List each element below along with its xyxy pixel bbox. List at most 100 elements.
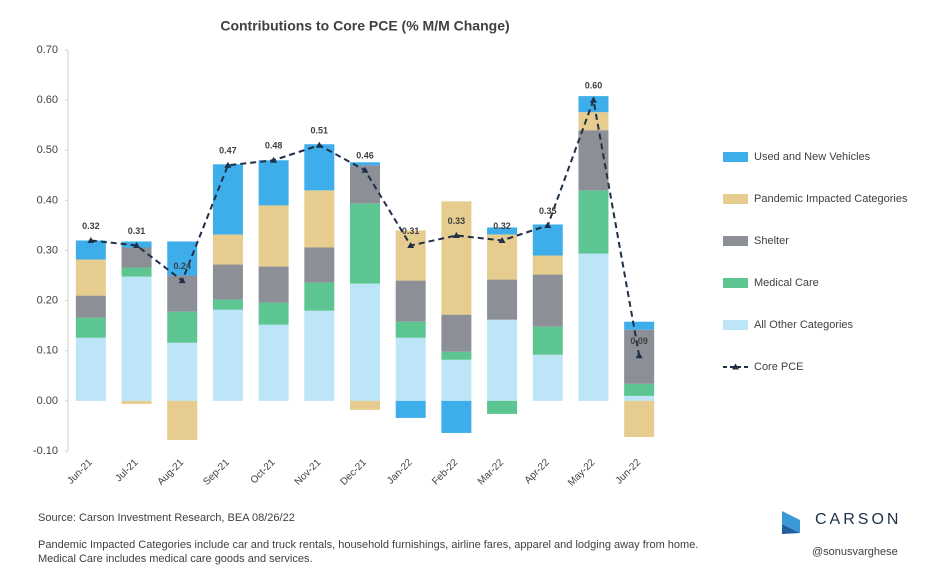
bar-segment	[258, 160, 289, 206]
bar-segment	[212, 299, 243, 310]
legend-label: Used and New Vehicles	[754, 151, 871, 163]
bar-segment	[75, 240, 106, 260]
bar-segment	[304, 247, 335, 283]
legend-label: Shelter	[754, 235, 789, 247]
bar-segment	[395, 337, 426, 401]
data-label: 0.31	[402, 226, 420, 236]
legend-label: All Other Categories	[754, 319, 854, 331]
data-label: 0.32	[493, 221, 511, 231]
note: Pandemic Impacted Categories include car…	[38, 539, 698, 551]
bar-segment	[441, 359, 472, 401]
bar-segment	[350, 283, 380, 401]
bar-segment	[121, 276, 152, 401]
handle: @sonusvarghese	[812, 546, 898, 558]
bar-segment	[578, 190, 609, 254]
legend-swatch	[723, 320, 748, 330]
core-pce-marker	[635, 352, 643, 359]
core-pce-marker	[224, 161, 232, 168]
bar-segment	[258, 205, 289, 267]
bar-segment	[395, 321, 426, 338]
bar-segment	[395, 280, 426, 322]
bar-segment	[350, 162, 380, 166]
y-tick-label: 0.50	[37, 144, 58, 156]
logo	[782, 511, 800, 534]
legend-swatch	[723, 194, 748, 204]
bar-segment	[441, 314, 472, 352]
bar-segment	[304, 190, 335, 248]
legend-swatch	[723, 278, 748, 288]
bar-segment	[578, 130, 609, 191]
bar-segment	[212, 164, 243, 235]
bar-segment	[395, 230, 426, 281]
bar-segment	[350, 400, 380, 410]
bar-segment	[212, 309, 243, 401]
data-label: 0.32	[82, 221, 100, 231]
bar-segment	[75, 317, 106, 338]
core-pce-marker	[544, 221, 552, 228]
data-label: 0.09	[630, 336, 648, 346]
bar-segment	[532, 354, 563, 401]
bar-segment	[212, 264, 243, 300]
bar-segment	[532, 274, 563, 327]
core-pce-marker	[178, 277, 186, 284]
bar-segment	[624, 395, 655, 401]
core-pce-marker	[361, 166, 369, 173]
brand: CARSON	[815, 511, 901, 528]
bar-segment	[304, 282, 335, 311]
bar-segment	[532, 255, 563, 275]
core-pce-marker	[589, 96, 597, 103]
source: Source: Carson Investment Research, BEA …	[38, 512, 295, 524]
bar-segment	[624, 321, 655, 330]
bar-segment	[167, 400, 198, 440]
bar-segment	[258, 324, 289, 401]
note: Medical Care includes medical care goods…	[38, 553, 313, 565]
bar-segment	[121, 247, 152, 268]
data-label: 0.24	[173, 261, 191, 271]
data-label: 0.31	[128, 226, 146, 236]
bar-segment	[304, 144, 335, 191]
bar-segment	[532, 326, 563, 355]
bar-segment	[121, 400, 152, 404]
core-pce-marker	[133, 241, 141, 248]
bar-segment	[212, 234, 243, 265]
bar-segment	[487, 400, 518, 414]
core-pce-marker	[498, 236, 506, 243]
y-tick-label: 0.00	[37, 395, 58, 407]
bar-segment	[258, 266, 289, 303]
data-label: 0.48	[265, 141, 283, 151]
y-tick-label: 0.20	[37, 295, 58, 307]
data-label: 0.35	[539, 206, 557, 216]
bar-segment	[624, 383, 655, 396]
data-label: 0.46	[356, 151, 374, 161]
bar-segment	[487, 279, 518, 320]
bar-segment	[441, 351, 472, 360]
legend-swatch	[723, 152, 748, 162]
y-tick-label: 0.40	[37, 194, 58, 206]
bar-segment	[487, 227, 518, 235]
y-tick-label: 0.70	[37, 44, 58, 56]
bar-segment	[487, 319, 518, 401]
core-pce-marker	[87, 236, 95, 243]
bar-segment	[258, 302, 289, 325]
data-label: 0.51	[311, 126, 329, 136]
data-label: 0.33	[448, 216, 466, 226]
core-pce-marker	[270, 156, 278, 163]
legend-marker	[732, 363, 739, 370]
bar-segment	[441, 400, 472, 433]
y-tick-label: 0.10	[37, 345, 58, 357]
data-label: 0.47	[219, 146, 237, 156]
core-pce-marker	[407, 241, 415, 248]
bar-segment	[578, 112, 609, 131]
y-tick-label: 0.60	[37, 94, 58, 106]
bar-segment	[350, 203, 380, 284]
bar-segment	[167, 241, 198, 276]
bar-segment	[441, 201, 472, 315]
core-pce-marker	[452, 231, 460, 238]
bar-segment	[75, 295, 106, 318]
bar-segment	[578, 96, 609, 113]
bar-segment	[121, 267, 152, 277]
bar-segment	[75, 259, 106, 296]
legend-label: Medical Care	[754, 277, 819, 289]
bar-segment	[75, 337, 106, 401]
bar-segment	[395, 400, 426, 418]
